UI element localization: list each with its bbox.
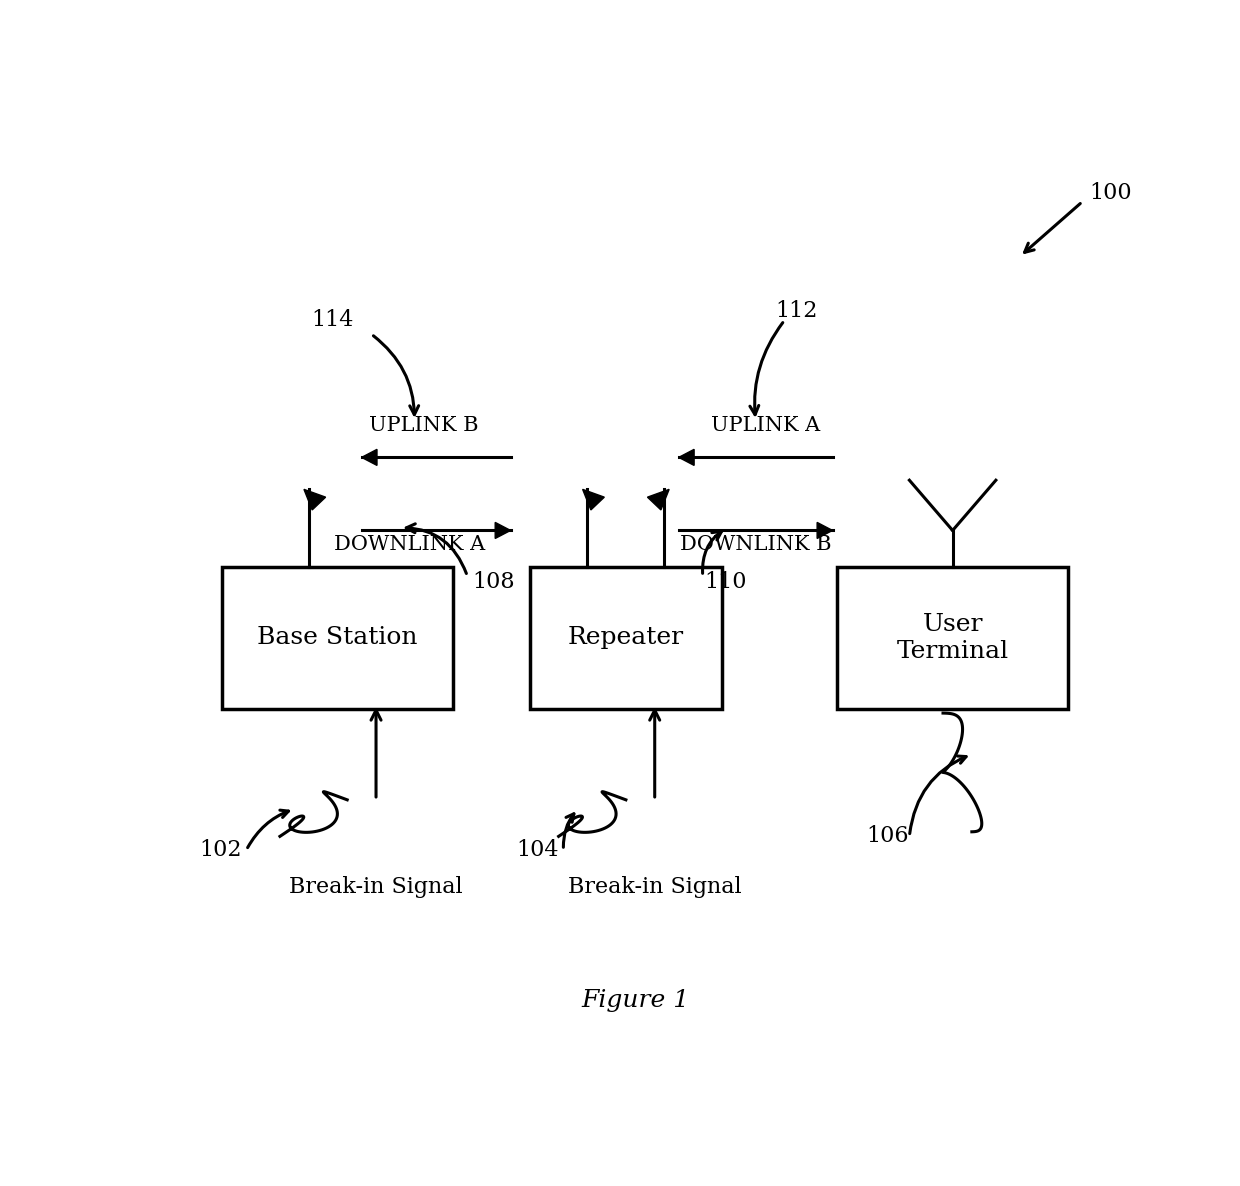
Text: 108: 108 (472, 572, 515, 593)
FancyBboxPatch shape (529, 567, 722, 708)
Text: 114: 114 (311, 310, 353, 331)
Text: Repeater: Repeater (568, 626, 684, 649)
Polygon shape (583, 490, 604, 510)
Text: Figure 1: Figure 1 (582, 989, 689, 1012)
Text: Break-in Signal: Break-in Signal (568, 875, 742, 898)
Polygon shape (362, 449, 377, 465)
Text: DOWNLINK B: DOWNLINK B (680, 535, 831, 554)
Text: DOWNLINK A: DOWNLINK A (334, 535, 485, 554)
Text: UPLINK B: UPLINK B (370, 415, 479, 434)
FancyBboxPatch shape (837, 567, 1068, 708)
Text: 102: 102 (200, 839, 242, 861)
FancyBboxPatch shape (222, 567, 453, 708)
Text: UPLINK A: UPLINK A (711, 415, 820, 434)
Polygon shape (647, 490, 670, 510)
Polygon shape (304, 490, 326, 510)
Polygon shape (495, 522, 511, 538)
Text: 112: 112 (775, 300, 817, 323)
Text: Base Station: Base Station (258, 626, 418, 649)
Text: Break-in Signal: Break-in Signal (289, 875, 463, 898)
Text: 110: 110 (704, 572, 748, 593)
Polygon shape (817, 522, 832, 538)
Text: 104: 104 (516, 839, 559, 861)
Text: 100: 100 (1089, 181, 1132, 204)
Text: User
Terminal: User Terminal (897, 613, 1008, 663)
Polygon shape (678, 449, 694, 465)
Text: 106: 106 (866, 825, 909, 847)
